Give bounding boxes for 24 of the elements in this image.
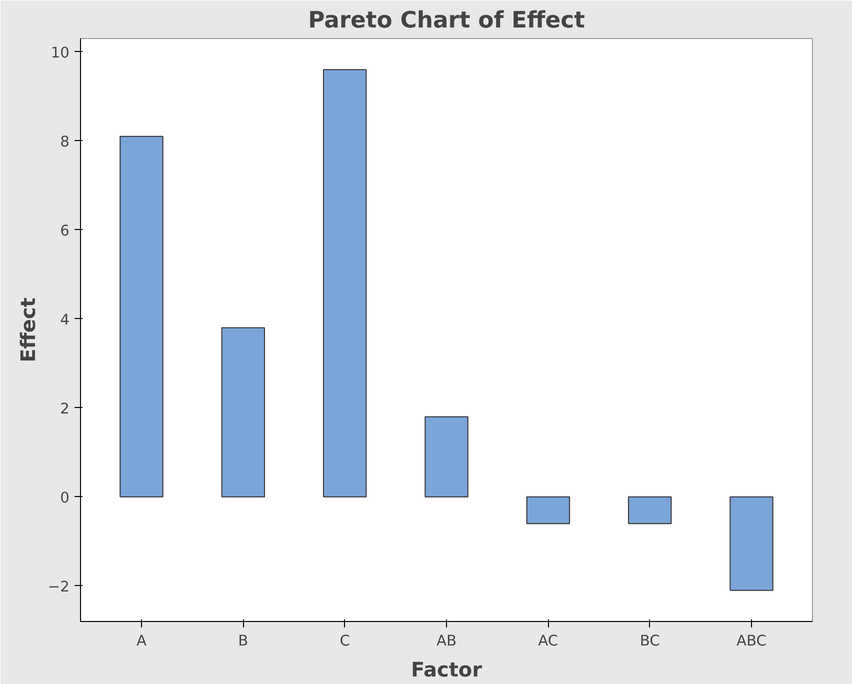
x-axis-title: Factor [410,658,482,682]
x-tick-label: C [340,632,350,650]
y-tick-label: 10 [50,44,70,62]
y-axis-title: Effect [16,297,40,362]
bar [322,69,367,498]
x-tick-label: ABC [736,632,767,650]
bar [526,496,570,524]
bar [730,496,774,591]
y-tick-label: 0 [60,489,70,506]
bar [628,496,672,524]
bar [120,136,164,498]
y-tick-label: 4 [60,311,70,328]
x-tick-label: A [136,632,147,650]
y-tick-label: 8 [60,133,70,150]
bar [221,327,266,498]
y-tick-label: 6 [60,222,70,240]
x-tick-label: AC [538,632,558,650]
y-tick-label: 2 [60,400,70,418]
x-tick-label: AB [436,632,457,650]
x-tick-label: B [238,632,248,650]
x-tick-label: BC [640,632,660,650]
y-tick-label: −2 [48,578,70,596]
chart-title: Pareto Chart of Effect [308,8,586,34]
bar [424,416,468,498]
